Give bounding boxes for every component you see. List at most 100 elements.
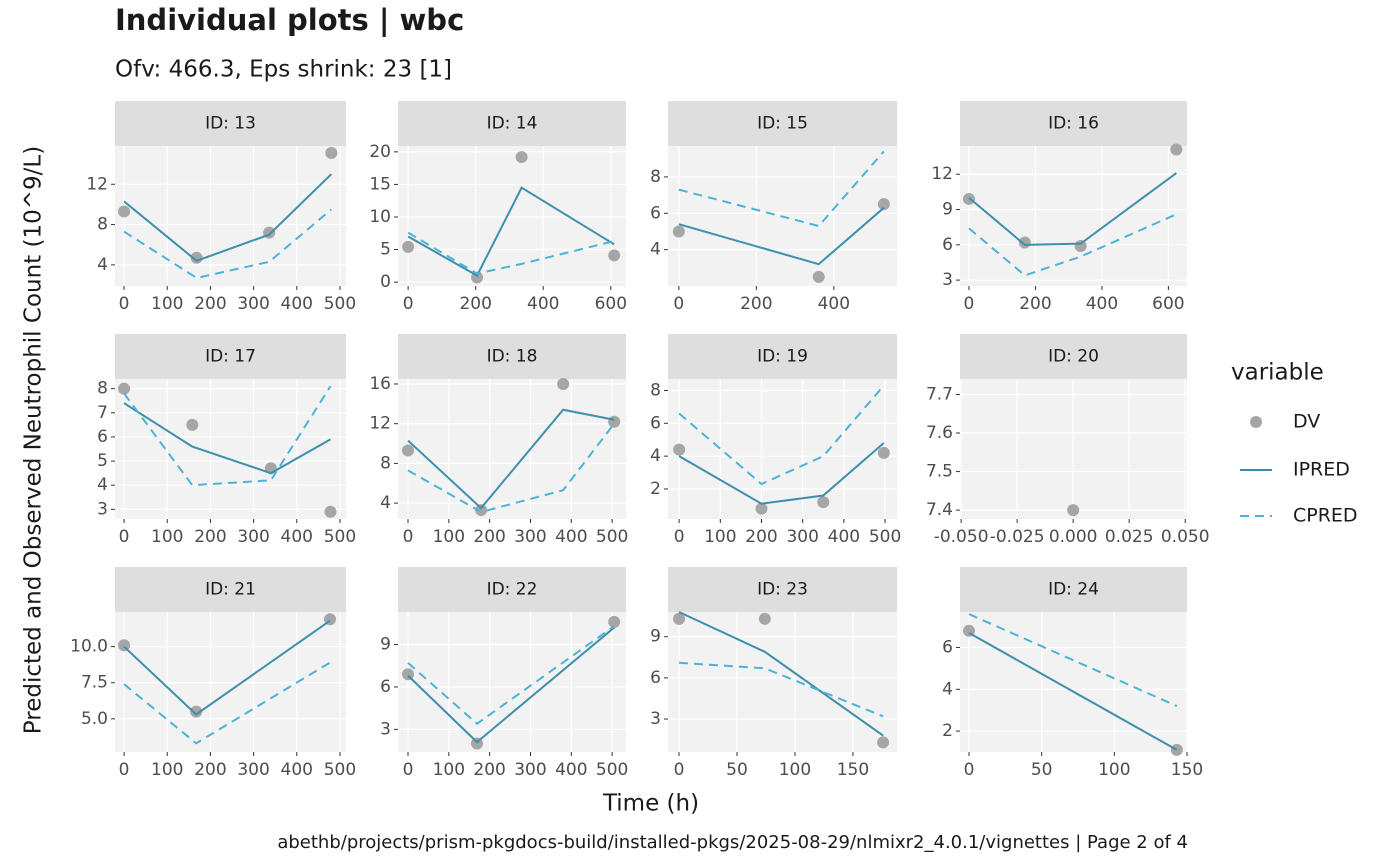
y-tick-label: 9 xyxy=(380,635,391,655)
x-tick-label: 0 xyxy=(674,760,685,780)
x-tick-label: 100 xyxy=(151,294,183,314)
strip-label: ID: 18 xyxy=(487,347,538,367)
strip-label: ID: 17 xyxy=(205,347,256,367)
strip xyxy=(668,101,897,146)
strip-label: ID: 16 xyxy=(1048,114,1099,134)
strip-label: ID: 22 xyxy=(487,580,538,600)
strip xyxy=(398,334,626,379)
x-tick-label: -0.025 xyxy=(990,527,1045,547)
x-tick-label: 500 xyxy=(324,527,356,547)
data-point xyxy=(877,446,890,459)
series-line xyxy=(968,172,1177,246)
panel-background xyxy=(398,612,626,752)
x-tick-label: -0.050 xyxy=(934,527,989,547)
y-tick-label: 10 xyxy=(369,207,391,227)
legend-label: DV xyxy=(1293,411,1320,433)
y-tick-label: 4 xyxy=(650,446,661,466)
data-point xyxy=(118,382,131,395)
strip-label: ID: 13 xyxy=(205,114,256,134)
series-line xyxy=(407,186,615,277)
x-tick-label: 0 xyxy=(674,527,685,547)
y-tick-label: 7 xyxy=(97,403,108,423)
x-tick-label: 200 xyxy=(194,294,226,314)
strip xyxy=(115,101,346,146)
x-tick-label: 0 xyxy=(403,760,414,780)
series-line xyxy=(678,611,884,737)
y-tick-label: 4 xyxy=(942,679,953,699)
series-line xyxy=(678,150,885,228)
x-tick-label: 300 xyxy=(237,527,269,547)
x-tick-label: 50 xyxy=(726,760,748,780)
strip-label: ID: 24 xyxy=(1048,580,1099,600)
y-tick-label: 6 xyxy=(97,427,108,447)
panel-background xyxy=(398,146,626,286)
strip xyxy=(668,567,897,612)
series-line xyxy=(123,173,333,262)
x-tick-label: 400 xyxy=(1086,294,1118,314)
data-point xyxy=(190,705,203,718)
y-tick-label: 7.5 xyxy=(926,462,953,482)
panel-background xyxy=(115,379,346,519)
x-tick-label: 200 xyxy=(194,760,226,780)
x-tick-label: 0 xyxy=(119,294,130,314)
series-line xyxy=(123,661,331,745)
panel-background xyxy=(115,146,346,286)
y-tick-label: 4 xyxy=(650,240,661,260)
y-tick-label: 5 xyxy=(380,240,391,260)
y-tick-label: 5.0 xyxy=(81,709,108,729)
series-line xyxy=(123,385,332,487)
y-tick-label: 7.5 xyxy=(81,673,108,693)
y-tick-label: 9 xyxy=(942,200,953,220)
x-tick-label: 150 xyxy=(837,760,869,780)
x-tick-label: 600 xyxy=(595,294,627,314)
data-point xyxy=(186,418,199,431)
y-tick-label: 16 xyxy=(369,374,391,394)
x-tick-label: 100 xyxy=(704,527,736,547)
panel-background xyxy=(960,612,1187,752)
x-tick-label: 400 xyxy=(281,294,313,314)
x-tick-label: 0 xyxy=(119,760,130,780)
y-tick-label: 20 xyxy=(369,142,391,162)
series-line xyxy=(123,208,332,280)
data-point xyxy=(402,240,415,253)
series-line xyxy=(968,613,1178,707)
y-tick-label: 8 xyxy=(97,379,108,399)
data-point xyxy=(402,444,415,457)
y-tick-label: 3 xyxy=(650,709,661,729)
x-tick-label: 600 xyxy=(1152,294,1184,314)
strip xyxy=(115,567,346,612)
series-line xyxy=(678,661,884,718)
strip-label: ID: 19 xyxy=(757,347,808,367)
y-tick-label: 12 xyxy=(369,414,391,434)
x-tick-label: 100 xyxy=(433,760,465,780)
x-tick-label: 400 xyxy=(818,294,850,314)
series-line xyxy=(968,213,1177,277)
strip xyxy=(398,567,626,612)
x-tick-label: 100 xyxy=(433,527,465,547)
x-tick-label: 0.025 xyxy=(1105,527,1154,547)
x-tick-label: 0 xyxy=(403,294,414,314)
x-tick-label: 0.050 xyxy=(1161,527,1210,547)
x-tick-label: 100 xyxy=(151,527,183,547)
x-tick-label: 500 xyxy=(596,760,628,780)
panel-background xyxy=(398,379,626,519)
caption: abethb/projects/prism-pkgdocs-build/inst… xyxy=(277,832,1188,853)
y-tick-label: 8 xyxy=(650,167,661,187)
series-line xyxy=(123,619,331,716)
data-point xyxy=(475,504,488,517)
x-tick-label: 0 xyxy=(964,294,975,314)
y-tick-label: 7.4 xyxy=(926,500,953,520)
x-tick-label: 100 xyxy=(151,760,183,780)
series-line xyxy=(968,632,1178,751)
data-point xyxy=(755,502,768,515)
x-tick-label: 400 xyxy=(555,527,587,547)
x-tick-label: 200 xyxy=(459,294,491,314)
x-tick-label: 0 xyxy=(403,527,414,547)
data-point xyxy=(324,505,337,518)
y-tick-label: 5 xyxy=(97,451,108,471)
y-tick-label: 7.7 xyxy=(926,384,953,404)
strip xyxy=(960,101,1187,146)
y-tick-label: 6 xyxy=(942,235,953,255)
y-tick-label: 6 xyxy=(650,668,661,688)
